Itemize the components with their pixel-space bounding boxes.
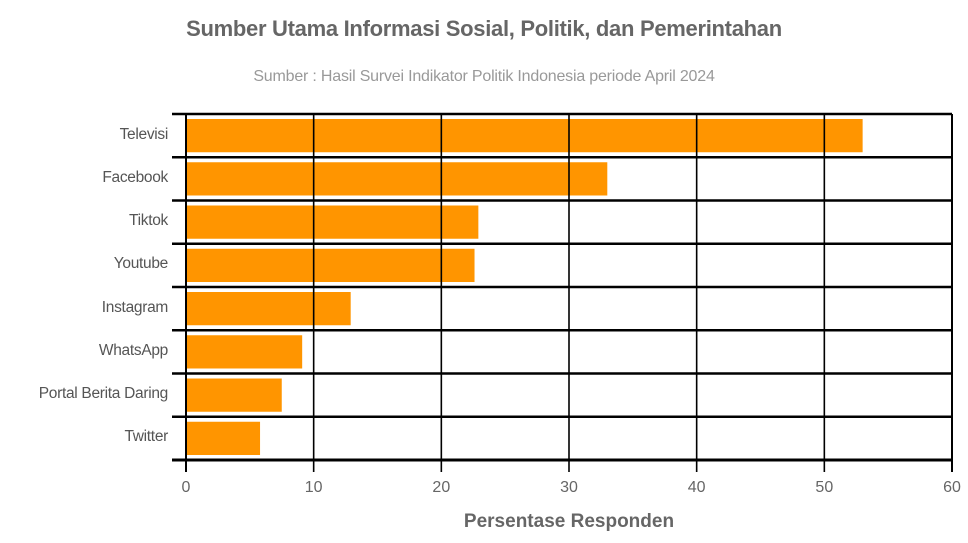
category-label: WhatsApp [98, 341, 168, 359]
bar-youtube [186, 248, 475, 282]
category-label: Portal Berita Daring [38, 385, 169, 403]
x-tick-label: 20 [432, 479, 451, 496]
x-axis-title: Persentase Responden [463, 511, 675, 532]
bar-televisi [186, 119, 863, 153]
bar-tiktok [186, 205, 479, 239]
chart-title: Sumber Utama Informasi Sosial, Politik, … [186, 16, 782, 41]
bar-whatsapp [186, 335, 303, 369]
category-label: Tiktok [129, 212, 168, 230]
category-label: Youtube [113, 255, 169, 273]
x-tick-label: 30 [560, 479, 578, 496]
bar-instagram [186, 292, 351, 326]
x-tick-label: 0 [181, 479, 191, 496]
category-label: Instagram [101, 298, 169, 316]
x-tick-label: 60 [943, 479, 961, 496]
category-label: Televisi [119, 125, 169, 143]
bar-facebook [186, 162, 608, 196]
x-tick-label: 50 [815, 479, 834, 496]
x-tick-label: 40 [687, 479, 706, 496]
x-tick-label: 10 [304, 479, 323, 496]
category-label: Twitter [124, 428, 168, 446]
category-label: Facebook [102, 168, 168, 186]
chart-subtitle: Sumber : Hasil Survei Indikator Politik … [253, 68, 715, 85]
bar-portal-berita-daring [186, 378, 282, 412]
bar-twitter [186, 421, 261, 455]
